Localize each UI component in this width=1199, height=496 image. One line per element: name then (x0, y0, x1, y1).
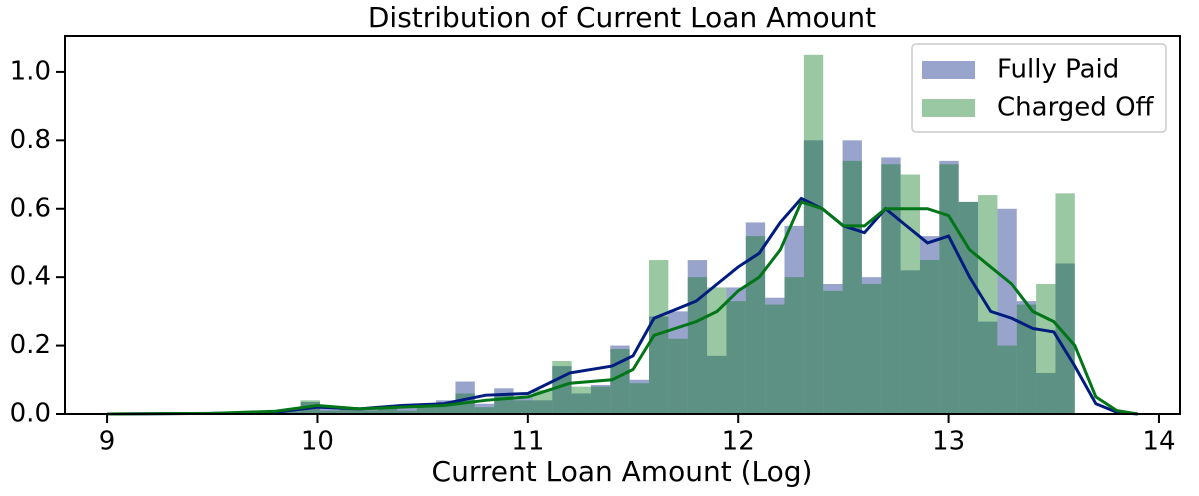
legend-label: Fully Paid (997, 55, 1119, 85)
histogram-bar (629, 383, 650, 414)
histogram-bar (745, 222, 766, 414)
histogram-bar (649, 260, 669, 414)
histogram-bar (1055, 193, 1075, 414)
histogram-bar (339, 408, 359, 414)
histogram-bar (281, 410, 301, 414)
legend-label: Charged Off (997, 93, 1155, 123)
histogram-bar (590, 386, 611, 414)
histogram-bar (416, 407, 437, 414)
histogram-bar (900, 270, 920, 414)
histogram-bar (358, 410, 379, 414)
histogram-bar (881, 164, 901, 414)
histogram-bar (842, 160, 862, 414)
plot-frame (64, 35, 1181, 415)
histogram-bar (319, 410, 340, 414)
kde-line (107, 200, 1139, 416)
histogram-bar (726, 301, 746, 414)
histogram-bar (1055, 263, 1075, 414)
x-tick-label: 10 (301, 427, 334, 457)
histogram-bar (358, 408, 379, 414)
histogram-bar (378, 407, 398, 414)
histogram-bar (861, 277, 882, 414)
x-tick-label: 12 (722, 427, 755, 457)
histogram-bar (997, 208, 1017, 414)
histogram-bar (513, 396, 533, 414)
histogram-bar (919, 236, 940, 414)
histogram-bar (397, 410, 417, 414)
y-tick-label: 0.6 (10, 193, 51, 223)
histogram-bar (803, 54, 824, 414)
y-tick-label: 0.2 (10, 330, 51, 360)
histogram-bar (978, 321, 998, 414)
y-tick-label: 0.4 (10, 262, 51, 292)
y-tick-label: 0.8 (10, 125, 51, 155)
histogram-bar (474, 403, 495, 414)
histogram-bar (571, 393, 591, 414)
x-tick-label: 11 (511, 427, 544, 457)
histogram-bar (765, 297, 785, 414)
x-axis-label: Current Loan Amount (Log) (432, 455, 813, 488)
histogram-bar (494, 393, 514, 414)
histogram-bar (707, 355, 727, 414)
kde-line (107, 196, 1139, 416)
histogram-bar (958, 201, 979, 414)
histogram-bar (939, 164, 959, 414)
histogram-bar (745, 236, 766, 414)
histogram-bar (784, 225, 804, 414)
histogram-bar (649, 316, 669, 414)
histogram-bar (629, 379, 650, 414)
histogram-bar (532, 400, 553, 414)
histogram-bar (1036, 372, 1056, 414)
histogram-bar (319, 407, 340, 414)
histogram-bar (281, 411, 301, 414)
histogram-bar (997, 345, 1017, 414)
histogram-bar (842, 140, 862, 414)
histogram-bar (378, 407, 398, 414)
histogram-bar (668, 338, 688, 414)
histogram-bar (339, 407, 359, 414)
legend-box (911, 43, 1167, 133)
histogram-bar (707, 287, 727, 414)
histogram-bar (861, 284, 882, 414)
histogram-bar (513, 400, 533, 414)
chart-title: Distribution of Current Loan Amount (368, 1, 876, 34)
histogram-bar (823, 284, 843, 414)
histogram-bar (823, 290, 843, 414)
y-tick-label: 1.0 (10, 56, 51, 86)
histogram-bar (436, 403, 456, 414)
legend-swatch (922, 61, 975, 79)
y-tick-label: 0.0 (10, 399, 51, 429)
histogram-bar (958, 201, 979, 414)
histogram-bar (610, 345, 630, 414)
histogram-bar (590, 384, 611, 414)
histogram-bar (1036, 284, 1056, 414)
histogram-bar (765, 304, 785, 414)
histogram-bar (900, 174, 920, 414)
histogram-bar (532, 390, 553, 414)
histogram-bar (474, 407, 495, 414)
histogram-bar (397, 407, 417, 414)
x-tick-label: 9 (99, 427, 116, 457)
x-tick-label: 14 (1142, 427, 1175, 457)
histogram-bar (668, 311, 688, 414)
histogram-bar (784, 277, 804, 414)
histogram-bar (455, 381, 475, 414)
histogram-bar (687, 277, 708, 414)
histogram-bar (571, 386, 591, 414)
histogram-bar (1016, 304, 1037, 414)
histogram-bar (881, 157, 901, 415)
legend-swatch (922, 99, 975, 117)
histogram-bar (919, 260, 940, 414)
histogram-bar (726, 287, 746, 414)
histogram-bar (416, 407, 437, 414)
x-tick-label: 13 (932, 427, 965, 457)
histogram-bar (687, 260, 708, 414)
